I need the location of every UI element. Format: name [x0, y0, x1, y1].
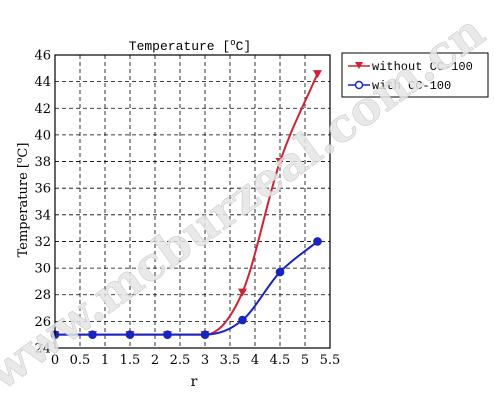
y-tick-label: 40: [34, 128, 51, 143]
chart-title-unit-sup: o: [230, 38, 235, 48]
chart-title-main: Temperature [: [129, 39, 230, 54]
data-point-circle: [163, 330, 172, 339]
y-tick-labels: 24 26 28 30 32 34 36 38 40 42 44 46: [34, 49, 51, 357]
x-tick-label: 2.5: [170, 353, 191, 368]
y-tick-label: 30: [34, 262, 51, 277]
y-axis-label: Temperature [oC]: [15, 143, 31, 258]
data-point-triangle: [275, 158, 285, 167]
data-point-triangle: [238, 288, 247, 297]
series-group: [50, 70, 322, 340]
legend-label-without: without CC-100: [372, 60, 473, 74]
chart-title-unit: C]: [236, 39, 252, 54]
watermark: www.mcburzeal.com.cn: [0, 4, 494, 401]
x-tick-label: 3: [201, 353, 209, 368]
x-tick-label: 5: [301, 353, 309, 368]
y-tick-label: 34: [34, 208, 51, 223]
legend-label-with: with CC-100: [372, 79, 451, 93]
y-tick-label: 24: [34, 342, 51, 357]
x-tick-label: 2: [151, 353, 159, 368]
y-axis-label-main: Temperature [: [16, 163, 31, 257]
data-point-circle: [238, 315, 247, 325]
y-axis-label-unit: C]: [16, 143, 31, 158]
x-tick-label: 4: [251, 353, 259, 368]
plot-frame: [54, 54, 331, 349]
y-tick-label: 46: [34, 49, 51, 64]
y-tick-label: 36: [34, 182, 51, 197]
x-tick-label: 0: [51, 353, 59, 368]
data-point-circle: [275, 267, 285, 277]
x-tick-label: 1: [101, 353, 109, 368]
x-axis-label: r: [191, 374, 198, 390]
grid: [55, 55, 330, 348]
data-point-circle: [200, 330, 210, 339]
y-tick-label: 26: [34, 315, 51, 330]
x-tick-label: 0.5: [70, 353, 91, 368]
chart-title: Temperature [oC]: [129, 38, 251, 54]
data-point-circle: [313, 237, 322, 246]
y-axis-label-unit-sup: o: [15, 158, 25, 163]
y-tick-label: 44: [34, 75, 51, 90]
data-point-circle: [125, 330, 135, 339]
legend-marker-triangle-icon: [355, 62, 363, 69]
y-tick-label: 32: [34, 235, 51, 250]
x-tick-labels: 0 0.5 1 1.5 2 2.5 3 3.5 4 4.5 5 5.5: [51, 353, 340, 368]
x-tick-label: 5.5: [320, 353, 341, 368]
legend: without CC-100 with CC-100: [341, 52, 489, 98]
x-tick-label: 4.5: [270, 353, 291, 368]
data-point-triangle: [313, 70, 322, 79]
data-point-circle: [88, 330, 97, 339]
x-tick-label: 3.5: [220, 353, 241, 368]
legend-marker-circle-icon: [354, 80, 364, 90]
y-tick-label: 42: [34, 102, 51, 117]
y-tick-label: 28: [34, 288, 51, 303]
x-tick-label: 1.5: [120, 353, 141, 368]
y-tick-label: 38: [34, 155, 51, 170]
